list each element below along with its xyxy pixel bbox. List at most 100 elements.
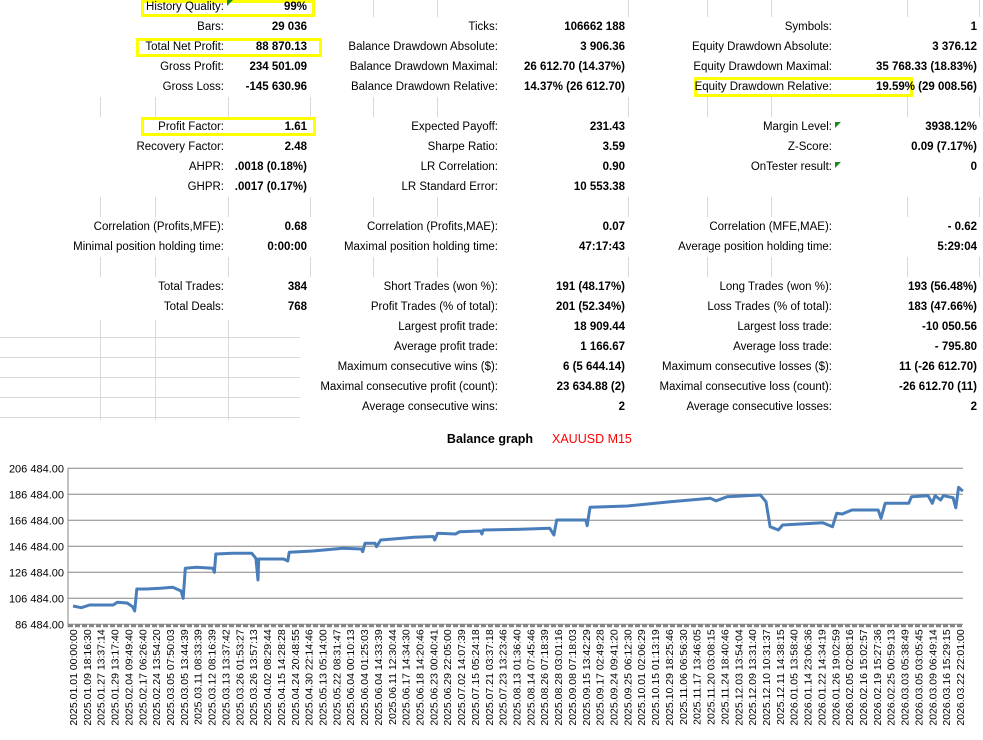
gridline xyxy=(628,97,629,117)
stat-value: 234 501.09 xyxy=(249,61,307,73)
stat-label: Correlation (MFE,MAE): xyxy=(709,221,832,233)
x-tick-label: 2025.09.24 09:41:20 xyxy=(609,629,621,726)
x-tick-label: 2025.12.09 13:31:40 xyxy=(747,629,759,726)
comment-indicator-icon xyxy=(227,0,233,6)
stat-label: Maximal position holding time: xyxy=(343,241,498,253)
stat-value: 0.90 xyxy=(602,161,625,173)
stat-value: 99% xyxy=(283,1,307,13)
gridline xyxy=(373,0,374,17)
stat-label: LR Correlation: xyxy=(420,161,498,173)
x-tick-label: 2025.05.22 08:31:47 xyxy=(331,629,343,726)
x-tick-label: 2026.01.05 13:58:40 xyxy=(789,629,801,726)
y-axis: 206 484.00 186 484.00 166 484.00 146 484.00… xyxy=(9,463,963,631)
x-tick-label: 2025.12.11 14:38:15 xyxy=(775,629,787,725)
gridline xyxy=(628,257,629,277)
x-tick-label: 2025.06.11 12:30:44 xyxy=(387,629,399,725)
stat-label: Margin Level: xyxy=(762,121,832,133)
stat-label: Equity Drawdown Relative: xyxy=(694,81,832,93)
stat-label: Symbols: xyxy=(784,21,832,33)
x-tick-label: 2026.02.05 02:08:16 xyxy=(844,629,856,726)
x-tick-label: 2025.02.24 13:54:20 xyxy=(151,629,163,726)
stat-label: Average position holding time: xyxy=(678,241,832,253)
gridline xyxy=(907,97,908,117)
stat-value: 191 (48.17%) xyxy=(555,281,625,293)
gridline xyxy=(707,97,708,117)
stat-value: 0 xyxy=(970,161,977,173)
stat-label: Maximum consecutive losses ($): xyxy=(662,361,832,373)
stat-value: 768 xyxy=(287,301,307,313)
stat-label: OnTester result: xyxy=(750,161,832,173)
gridline xyxy=(100,257,101,277)
stat-label: Long Trades (won %): xyxy=(719,281,832,293)
gridline xyxy=(155,97,156,117)
x-tick-label: 2026.01.26 19:02:59 xyxy=(830,629,842,726)
stat-label: Balance Drawdown Absolute: xyxy=(348,41,498,53)
stat-label: Balance Drawdown Relative: xyxy=(350,81,498,93)
x-tick-label: 2025.03.05 13:44:39 xyxy=(179,629,191,726)
stat-value: -145 630.96 xyxy=(245,81,307,93)
y-tick-label: 206 484.00 xyxy=(9,463,64,475)
gridline xyxy=(0,337,300,338)
gridline xyxy=(373,257,374,277)
stat-value: 0:00:00 xyxy=(267,241,307,253)
gridline xyxy=(310,197,311,217)
gridline xyxy=(437,257,438,277)
x-tick-label: 2025.02.04 09:49:40 xyxy=(123,629,135,726)
x-tick-label: 2025.07.23 13:23:46 xyxy=(498,629,510,726)
x-tick-label: 2025.01.29 13:17:40 xyxy=(110,629,122,726)
stat-label: Maximal consecutive loss (count): xyxy=(659,381,832,393)
stat-label: Equity Drawdown Maximal: xyxy=(693,61,832,73)
x-tick-label: 2025.03.11 08:33:39 xyxy=(193,629,205,725)
x-tick-label: 2025.12.10 10:31:37 xyxy=(761,629,773,726)
balance-chart: Balance graph XAUUSD M15 206 484.00 186 4… xyxy=(9,432,967,726)
x-tick-label: 2025.10.15 01:13:19 xyxy=(650,629,662,726)
x-tick-label: 2025.02.17 06:26:40 xyxy=(137,629,149,726)
x-tick-label: 2026.02.25 00:59:13 xyxy=(886,629,898,726)
gridline xyxy=(228,257,229,277)
stat-label: AHPR: xyxy=(188,161,224,173)
stat-value: 10 553.38 xyxy=(573,181,625,193)
x-tick-label: 2025.04.24 20:48:55 xyxy=(290,629,302,726)
gridline xyxy=(979,257,980,277)
stat-value: .0017 (0.17%) xyxy=(234,181,307,193)
y-tick-label: 166 484.00 xyxy=(9,515,64,527)
x-tick-label: 2025.11.20 03:08:15 xyxy=(706,629,718,725)
stat-value: 23 634.88 (2) xyxy=(556,381,625,393)
stat-label: Total Deals: xyxy=(163,301,224,313)
gridline xyxy=(771,257,772,277)
gridline xyxy=(373,197,374,217)
stat-value: 231.43 xyxy=(589,121,625,133)
x-tick-label: 2026.03.22 22:01:00 xyxy=(955,629,967,726)
x-tick-label: 2025.06.17 14:34:30 xyxy=(401,629,413,726)
gridline xyxy=(228,197,229,217)
stat-value: - 0.62 xyxy=(947,221,977,233)
stat-label: History Quality: xyxy=(146,1,224,13)
stat-label: Ticks: xyxy=(468,21,498,33)
stat-value: 3.59 xyxy=(602,141,625,153)
x-tick-label: 2025.06.18 14:20:46 xyxy=(414,629,426,726)
stat-label: Maximum consecutive wins ($): xyxy=(337,361,498,373)
y-tick-label: 146 484.00 xyxy=(9,541,64,553)
stat-value: 1 xyxy=(970,21,977,33)
x-tick-label: 2025.08.26 07:18:39 xyxy=(539,629,551,726)
y-tick-label: 106 484.00 xyxy=(9,593,64,605)
stat-label: Minimal position holding time: xyxy=(73,241,224,253)
y-tick-label: 186 484.00 xyxy=(9,489,64,501)
x-tick-label: 2025.08.28 03:01:16 xyxy=(553,629,565,726)
stat-value: 5:29:04 xyxy=(937,241,977,253)
x-tick-label: 2025.04.30 22:14:46 xyxy=(304,629,316,726)
stat-value: 1 166.67 xyxy=(580,341,625,353)
stat-value: 0.68 xyxy=(284,221,307,233)
stat-value: 193 (56.48%) xyxy=(907,281,977,293)
stat-label: Balance Drawdown Maximal: xyxy=(349,61,498,73)
x-tick-label: 2025.10.01 02:06:29 xyxy=(636,629,648,726)
stat-value: 19.59% (29 008.56) xyxy=(875,81,977,93)
x-tick-label: 2025.07.02 14:07:39 xyxy=(456,629,468,726)
gridline xyxy=(437,0,438,17)
chart-title: Balance graph xyxy=(447,432,533,446)
gridline xyxy=(628,197,629,217)
gridline xyxy=(707,197,708,217)
stat-value: 18 909.44 xyxy=(573,321,625,333)
x-tick-label: 2025.06.04 01:25:03 xyxy=(359,629,371,726)
gridline xyxy=(771,197,772,217)
